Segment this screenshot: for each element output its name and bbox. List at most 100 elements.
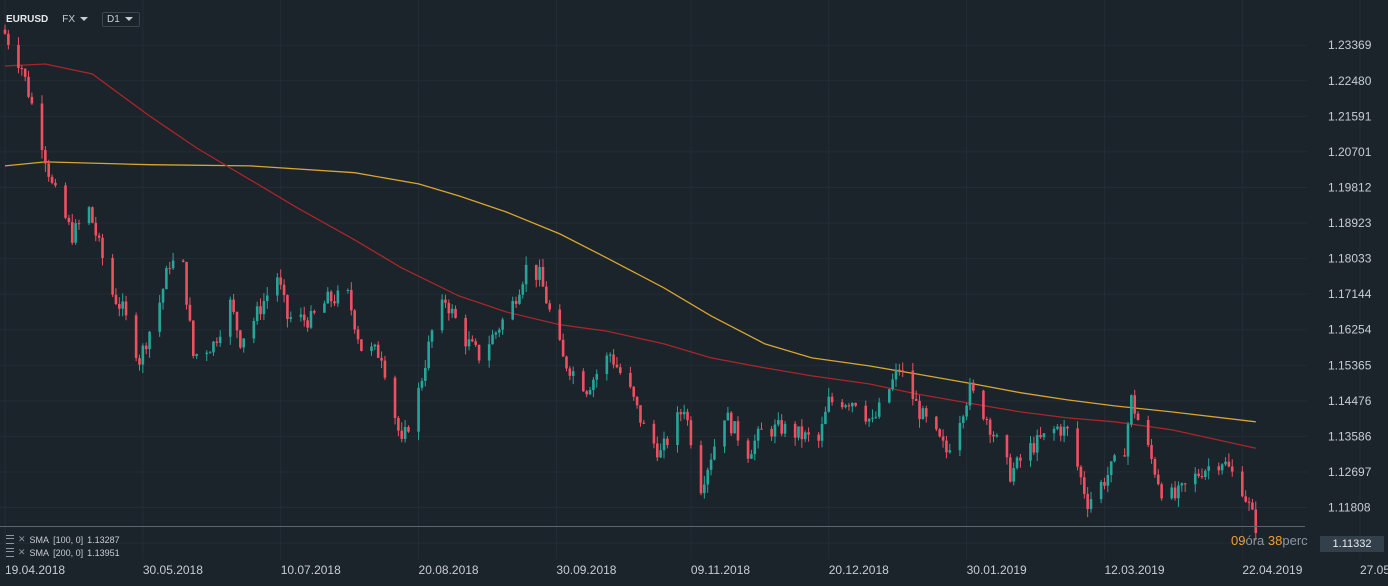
candle-bear — [830, 396, 834, 403]
candle-bear — [1136, 413, 1140, 421]
candle-bull — [887, 389, 891, 403]
candle-bear — [1150, 445, 1153, 460]
symbol-label[interactable]: EURUSD — [6, 13, 49, 25]
candle-bear — [302, 314, 306, 321]
candle-bull — [440, 299, 444, 331]
candle-bear — [47, 163, 51, 177]
x-tick-label: 30.05.2018 — [143, 563, 203, 577]
candle-bull — [161, 289, 165, 303]
candle-bear — [901, 370, 905, 372]
settings-icon[interactable] — [6, 548, 14, 557]
candle-bull — [827, 396, 831, 412]
candle-bear — [924, 408, 928, 417]
candle-bear — [729, 412, 733, 434]
candle-bull — [706, 469, 710, 485]
candle-bull — [417, 387, 420, 432]
sma-200-path — [4, 161, 1256, 423]
candle-bear — [918, 400, 921, 420]
candle-bull — [961, 416, 965, 424]
candle-bull — [1170, 487, 1174, 499]
candle-bear — [534, 264, 538, 280]
candle-bear — [134, 315, 138, 359]
candle-bull — [262, 301, 266, 315]
candle-bull — [871, 417, 874, 419]
timeframe-dropdown[interactable]: D1 — [102, 11, 140, 27]
candle-bull — [467, 339, 471, 347]
candle-bear — [360, 339, 363, 351]
market-dropdown[interactable]: FX — [62, 14, 89, 25]
candle-bull — [850, 402, 854, 407]
close-icon[interactable]: ✕ — [18, 534, 26, 544]
candle-bear — [7, 33, 10, 45]
candle-bull — [501, 319, 504, 330]
candle-bear — [817, 434, 820, 441]
candle-bear — [286, 295, 289, 319]
candle-bear — [1066, 426, 1069, 429]
candle-bear — [54, 182, 57, 186]
candle-bear — [565, 356, 568, 369]
candle-bull — [874, 416, 878, 418]
candle-bear — [232, 299, 235, 312]
candle-bear — [376, 344, 380, 358]
candle-bear — [67, 217, 71, 223]
candle-bear — [397, 417, 400, 431]
candle-bull — [487, 344, 491, 361]
candle-bear — [1156, 474, 1160, 485]
candle-bear — [1123, 455, 1126, 457]
candle-bear — [935, 416, 938, 430]
candle-bull — [165, 268, 168, 290]
candle-bear — [477, 344, 481, 361]
candle-bull — [252, 320, 256, 339]
candle-bull — [1099, 482, 1103, 500]
candle-bear — [982, 390, 985, 420]
candle-bull — [521, 284, 525, 295]
candle-bear — [652, 423, 656, 444]
candle-bear — [191, 320, 195, 356]
candle-bull — [450, 308, 454, 314]
candle-bear — [444, 299, 447, 303]
candle-bull — [171, 260, 175, 269]
candle-bull — [588, 389, 592, 395]
candle-bear — [17, 44, 20, 69]
countdown-hours: 09 — [1231, 533, 1246, 548]
candle-bull — [968, 382, 972, 406]
sma-100-path — [4, 63, 1256, 449]
candle-bear — [70, 222, 74, 243]
indicator-value: 1.13951 — [87, 547, 120, 558]
candle-bear — [1059, 426, 1063, 436]
candle-bear — [561, 339, 565, 357]
candle-bull — [659, 450, 662, 458]
settings-icon[interactable] — [6, 535, 14, 544]
candle-bear — [407, 427, 410, 432]
candle-bull — [662, 438, 666, 451]
candle-bear — [471, 339, 474, 342]
candle-bull — [1109, 461, 1113, 476]
candle-bull — [497, 329, 501, 333]
x-tick-label: 20.12.2018 — [829, 563, 889, 577]
candle-bull — [403, 427, 407, 439]
indicator-name: SMA — [29, 547, 50, 558]
close-icon[interactable]: ✕ — [18, 547, 26, 557]
x-tick-label: 19.04.2018 — [5, 563, 65, 577]
candle-bear — [988, 419, 992, 435]
candle-bear — [279, 277, 283, 285]
candle-bull — [323, 303, 326, 313]
candle-bull — [1029, 443, 1032, 461]
candle-bear — [40, 103, 44, 151]
candle-bear — [474, 341, 478, 345]
candle-bull — [121, 301, 124, 309]
candle-bear — [793, 423, 797, 438]
candle-bear — [612, 354, 615, 365]
candle-bear — [1183, 483, 1187, 485]
candle-bear — [1247, 501, 1251, 503]
candle-bull — [958, 423, 962, 451]
candle-bull — [713, 446, 716, 460]
candle-bull — [750, 454, 753, 459]
candle-bear — [545, 286, 548, 304]
candle-bear — [353, 310, 356, 330]
candle-bull — [676, 412, 679, 446]
candle-bull — [1180, 483, 1184, 486]
candle-bear — [3, 29, 7, 34]
candle-bull — [518, 294, 521, 304]
